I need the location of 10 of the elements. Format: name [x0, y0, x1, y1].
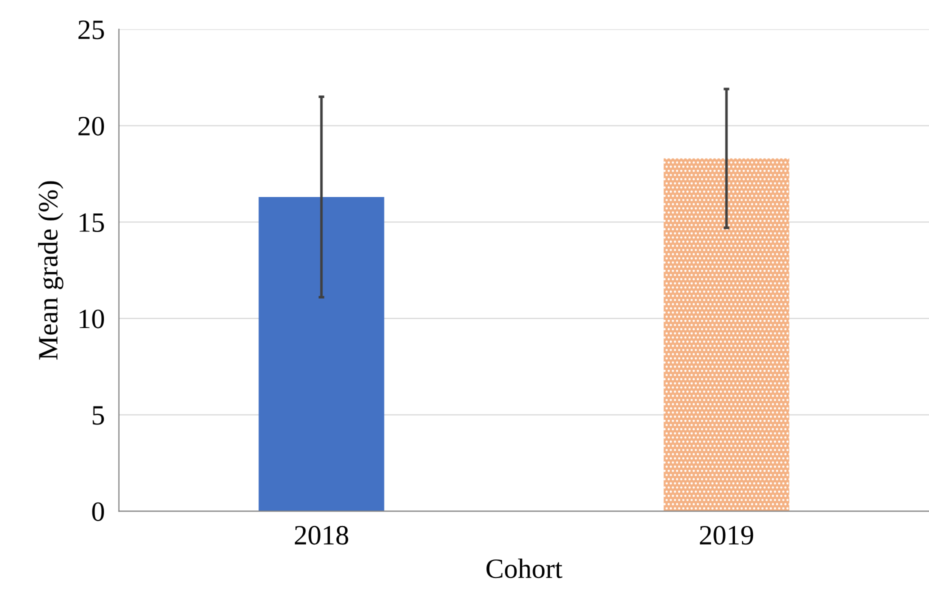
- y-tick-label: 25: [78, 20, 104, 40]
- y-tick-label: 20: [78, 116, 104, 136]
- x-tick-label: 2018: [294, 526, 348, 545]
- x-axis-title: Cohort: [486, 558, 562, 578]
- y-axis-title: Mean grade (%): [38, 181, 64, 360]
- x-tick-label: 2019: [700, 526, 754, 545]
- y-tick-label: 15: [80, 213, 104, 232]
- y-tick-label: 0: [92, 502, 104, 522]
- y-tick-label: 10: [80, 310, 104, 328]
- y-tick-label: 5: [92, 406, 104, 425]
